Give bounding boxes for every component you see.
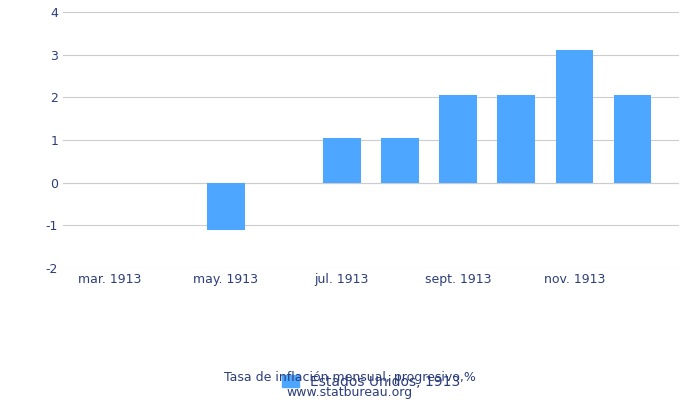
Bar <box>498 95 536 183</box>
Bar <box>556 50 594 183</box>
Bar <box>382 138 419 183</box>
Bar <box>323 138 360 183</box>
Bar <box>206 183 244 230</box>
Legend: Estados Unidos, 1913: Estados Unidos, 1913 <box>276 369 466 394</box>
Bar <box>440 95 477 183</box>
Text: www.statbureau.org: www.statbureau.org <box>287 386 413 399</box>
Text: Tasa de inflación mensual, progresivo,%: Tasa de inflación mensual, progresivo,% <box>224 372 476 384</box>
Bar <box>614 95 652 183</box>
